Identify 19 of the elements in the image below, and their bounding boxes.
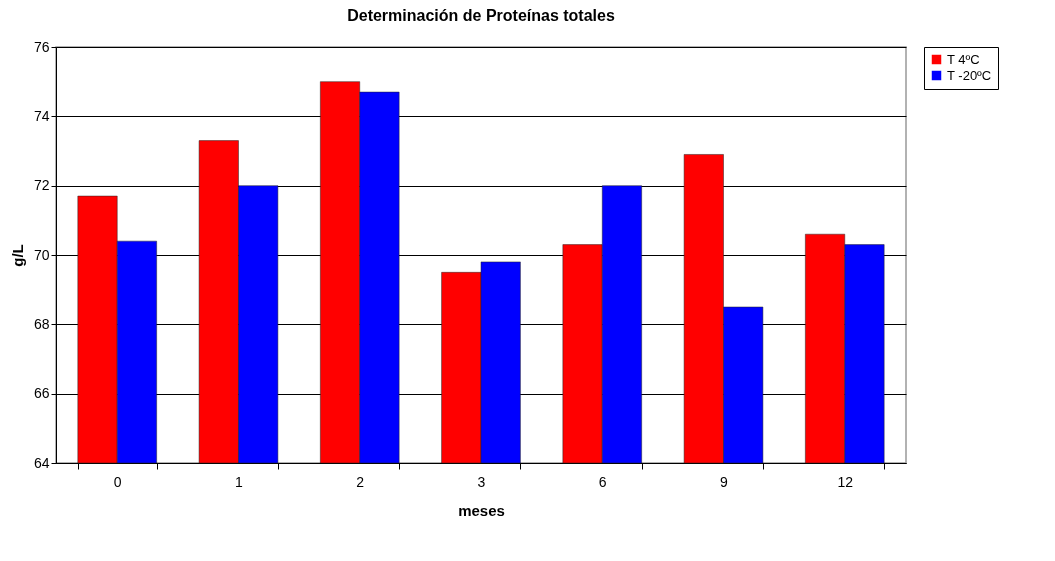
- legend-label: T -20ºC: [947, 67, 992, 83]
- y-tick-label: 68: [33, 315, 50, 332]
- x-tick-label: 3: [477, 473, 486, 490]
- x-tick-label: 12: [837, 473, 854, 490]
- y-tick-label: 72: [33, 177, 50, 194]
- x-axis-title: meses: [458, 501, 505, 519]
- y-axis-title: g/L: [8, 244, 26, 267]
- y-tick-label: 70: [33, 246, 50, 263]
- x-tick-label: 2: [356, 473, 365, 490]
- y-tick-label: 76: [33, 38, 50, 55]
- legend-label: T 4ºC: [947, 51, 980, 67]
- y-tick-label: 74: [33, 107, 50, 124]
- x-tick-label: 9: [720, 473, 729, 490]
- x-tick-label: 1: [235, 473, 244, 490]
- x-tick-label: 6: [598, 473, 607, 490]
- y-tick-label: 64: [33, 454, 50, 471]
- x-tick-label: 0: [113, 473, 122, 490]
- y-tick-label: 66: [33, 385, 50, 402]
- chart-title: Determinación de Proteínas totales: [347, 7, 615, 24]
